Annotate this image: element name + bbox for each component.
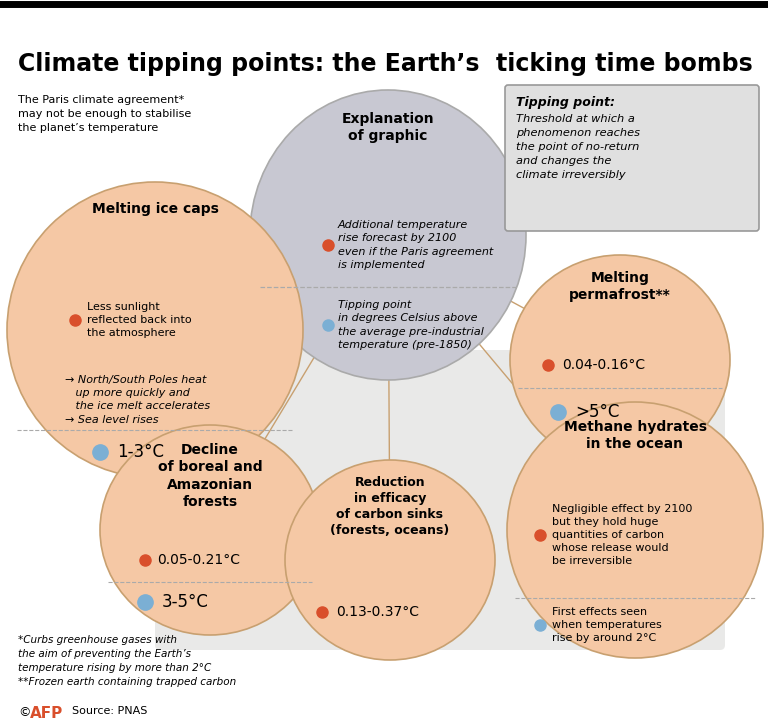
Text: Decline
of boreal and
Amazonian
forests: Decline of boreal and Amazonian forests (157, 443, 263, 509)
Text: Less sunlight
reflected back into
the atmosphere: Less sunlight reflected back into the at… (87, 302, 192, 338)
Text: Negligible effect by 2100
but they hold huge
quantities of carbon
whose release : Negligible effect by 2100 but they hold … (552, 503, 693, 567)
Text: >5°C: >5°C (575, 403, 619, 421)
Text: 1-3°C: 1-3°C (117, 443, 164, 461)
Text: 0.04-0.16°C: 0.04-0.16°C (562, 358, 645, 372)
Ellipse shape (507, 402, 763, 658)
Text: Tipping point
in degrees Celsius above
the average pre-industrial
temperature (p: Tipping point in degrees Celsius above t… (338, 301, 484, 350)
Ellipse shape (100, 425, 320, 635)
Ellipse shape (7, 182, 303, 478)
Text: Tipping point:: Tipping point: (516, 96, 615, 109)
Text: The Paris climate agreement*
may not be enough to stabilise
the planet’s tempera: The Paris climate agreement* may not be … (18, 95, 191, 133)
Text: Threshold at which a
phenomenon reaches
the point of no-return
and changes the
c: Threshold at which a phenomenon reaches … (516, 114, 640, 180)
Ellipse shape (250, 90, 526, 380)
Text: 0.05-0.21°C: 0.05-0.21°C (157, 553, 240, 567)
Text: **Frozen earth containing trapped carbon: **Frozen earth containing trapped carbon (18, 677, 237, 687)
Text: Explanation
of graphic: Explanation of graphic (342, 112, 435, 143)
Ellipse shape (285, 460, 495, 660)
Text: *Curbs greenhouse gases with
the aim of preventing the Earth’s
temperature risin: *Curbs greenhouse gases with the aim of … (18, 635, 211, 673)
FancyBboxPatch shape (155, 350, 725, 650)
Text: First effects seen
when temperatures
rise by around 2°C: First effects seen when temperatures ris… (552, 607, 662, 644)
Text: Climate tipping points: the Earth’s  ticking time bombs: Climate tipping points: the Earth’s tick… (18, 52, 753, 76)
Text: Melting
permafrost**: Melting permafrost** (569, 271, 671, 302)
Text: Methane hydrates
in the ocean: Methane hydrates in the ocean (564, 420, 707, 452)
Text: → North/South Poles heat
   up more quickly and
   the ice melt accelerates
→ Se: → North/South Poles heat up more quickly… (65, 375, 210, 425)
Text: Source: PNAS: Source: PNAS (72, 706, 147, 716)
Text: ©: © (18, 706, 31, 719)
Text: Additional temperature
rise forecast by 2100
even if the Paris agreement
is impl: Additional temperature rise forecast by … (338, 220, 493, 270)
Text: AFP: AFP (30, 706, 63, 719)
Text: Reduction
in efficacy
of carbon sinks
(forests, oceans): Reduction in efficacy of carbon sinks (f… (330, 476, 449, 537)
FancyBboxPatch shape (505, 85, 759, 231)
Text: 3-5°C: 3-5°C (162, 593, 209, 611)
Text: 0.13-0.37°C: 0.13-0.37°C (336, 605, 419, 619)
Text: Melting ice caps: Melting ice caps (91, 202, 218, 216)
Ellipse shape (510, 255, 730, 465)
